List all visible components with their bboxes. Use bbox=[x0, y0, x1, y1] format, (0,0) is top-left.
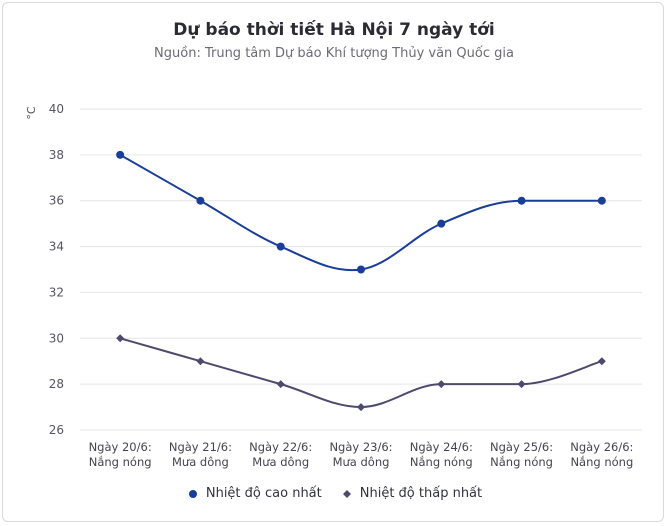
chart-legend: Nhiệt độ cao nhất Nhiệt độ thấp nhất bbox=[0, 486, 668, 501]
circle-marker-icon bbox=[188, 489, 197, 498]
data-point bbox=[597, 357, 606, 366]
x-tick-label: Nắng nóng bbox=[410, 455, 473, 469]
x-tick-label: Ngày 24/6: bbox=[410, 440, 473, 454]
x-tick-label: Ngày 20/6: bbox=[89, 440, 152, 454]
legend-label-low: Nhiệt độ thấp nhất bbox=[359, 486, 483, 501]
data-point bbox=[437, 219, 446, 228]
data-point bbox=[437, 380, 446, 389]
y-tick-label: 36 bbox=[49, 194, 64, 208]
data-point bbox=[357, 403, 365, 412]
y-axis-label: °C bbox=[25, 106, 38, 120]
y-tick-label: 38 bbox=[49, 148, 64, 162]
y-tick-label: 26 bbox=[49, 423, 64, 437]
data-point bbox=[517, 196, 526, 205]
data-point bbox=[597, 196, 606, 205]
y-tick-label: 34 bbox=[49, 240, 64, 254]
series-line bbox=[119, 337, 603, 409]
x-tick-label: Ngày 23/6: bbox=[329, 440, 392, 454]
data-point bbox=[196, 196, 205, 205]
y-tick-label: 32 bbox=[49, 285, 64, 299]
x-tick-label: Ngày 22/6: bbox=[249, 440, 312, 454]
series-line bbox=[119, 153, 602, 272]
data-point bbox=[276, 380, 285, 389]
x-tick-label: Mưa dông bbox=[172, 455, 229, 469]
chart-title: Dự báo thời tiết Hà Nội 7 ngày tới bbox=[173, 20, 495, 40]
x-tick-label: Nắng nóng bbox=[89, 455, 152, 469]
chart-subtitle: Nguồn: Trung tâm Dự báo Khí tượng Thủy v… bbox=[154, 46, 514, 61]
x-tick-label: Ngày 21/6: bbox=[169, 440, 232, 454]
data-point bbox=[517, 380, 526, 389]
x-tick-label: Mưa dông bbox=[252, 455, 309, 469]
y-tick-label: 40 bbox=[49, 102, 64, 116]
diamond-marker-icon bbox=[342, 489, 351, 498]
data-point bbox=[276, 242, 285, 251]
x-tick-label: Mưa dông bbox=[333, 455, 390, 469]
y-tick-label: 28 bbox=[49, 377, 64, 391]
legend-label-high: Nhiệt độ cao nhất bbox=[205, 486, 322, 501]
chart-card bbox=[2, 2, 664, 522]
data-point bbox=[196, 357, 205, 366]
legend-item-high[interactable]: Nhiệt độ cao nhất bbox=[186, 486, 322, 501]
x-tick-label: Ngày 25/6: bbox=[490, 440, 553, 454]
legend-item-low[interactable]: Nhiệt độ thấp nhất bbox=[340, 486, 482, 501]
data-point bbox=[116, 334, 125, 343]
data-point bbox=[357, 265, 365, 274]
x-tick-label: Nắng nóng bbox=[570, 455, 633, 469]
x-tick-label: Ngày 26/6: bbox=[570, 440, 633, 454]
data-point bbox=[116, 150, 125, 159]
y-tick-label: 30 bbox=[49, 331, 64, 345]
x-tick-label: Nắng nóng bbox=[490, 455, 553, 469]
